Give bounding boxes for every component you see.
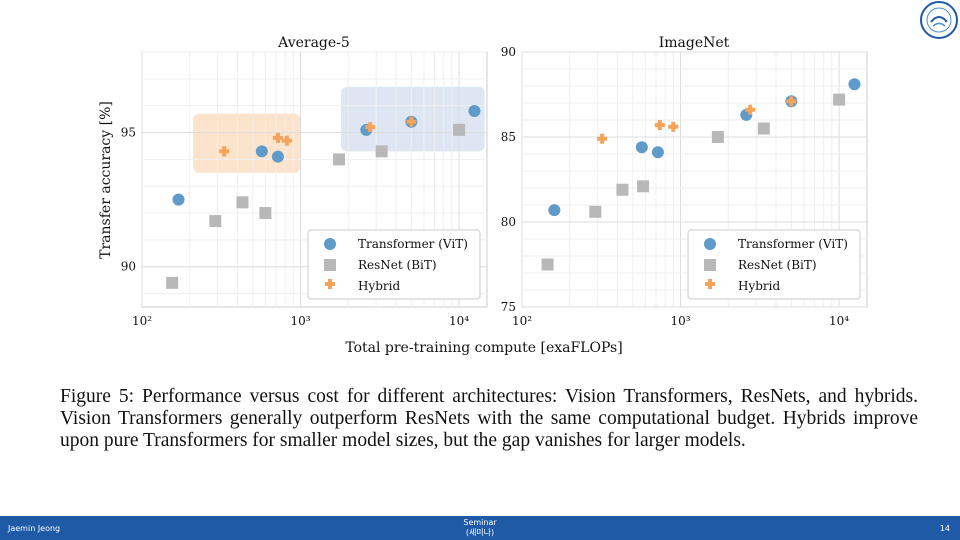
legend-label-hybrid: Hybrid xyxy=(358,279,401,293)
point-hybrid xyxy=(219,146,230,157)
highlight-region-0 xyxy=(193,113,301,173)
point-hybrid xyxy=(668,121,679,132)
y-tick-label: 85 xyxy=(501,130,516,144)
legend-label-vit: Transformer (ViT) xyxy=(358,237,468,251)
x-tick-label: 10⁴ xyxy=(829,314,849,328)
point-vit xyxy=(468,105,481,118)
point-bit xyxy=(541,258,554,271)
point-vit xyxy=(635,141,648,154)
average5-plot: Average-5 Transfer accuracy [%] 90 95 10² 1… xyxy=(98,35,488,328)
x-tick-label: 10² xyxy=(132,314,152,328)
x-tick-label: 10³ xyxy=(670,314,690,328)
x-tick-label: 10³ xyxy=(290,314,310,328)
point-hybrid xyxy=(745,104,756,115)
point-bit xyxy=(589,205,602,218)
legend-label-vit: Transformer (ViT) xyxy=(738,237,848,251)
point-hybrid xyxy=(365,122,376,133)
figure-caption: Figure 5: Performance versus cost for di… xyxy=(60,386,918,451)
point-hybrid xyxy=(597,133,608,144)
footer-title: Seminar (세미나) xyxy=(430,518,530,538)
y-tick-label: 75 xyxy=(501,300,516,314)
point-bit xyxy=(453,123,466,136)
legend-marker-bit xyxy=(704,259,716,271)
point-hybrid xyxy=(281,135,292,146)
footer-author: Jaemin Jeong xyxy=(8,524,61,533)
legend-marker-vit xyxy=(324,238,336,250)
legend-marker-hybrid xyxy=(705,279,715,289)
average5-title: Average-5 xyxy=(277,35,350,51)
legend-marker-hybrid xyxy=(325,279,335,289)
x-tick-label: 10⁴ xyxy=(449,314,469,328)
point-vit xyxy=(848,78,861,91)
y-tick-label: 80 xyxy=(501,215,516,229)
point-hybrid xyxy=(406,116,417,127)
footer-title-line2: (세미나) xyxy=(465,528,495,537)
shared-xlabel: Total pre-training compute [exaFLOPs] xyxy=(345,340,622,356)
average5-legend: Transformer (ViT) ResNet (BiT) Hybrid xyxy=(307,229,481,300)
slide-footer: Jaemin Jeong Seminar (세미나) 14 xyxy=(0,516,960,540)
imagenet-legend: Transformer (ViT) ResNet (BiT) Hybrid xyxy=(687,229,861,300)
legend-marker-vit xyxy=(704,238,716,250)
point-vit xyxy=(548,204,561,217)
imagenet-title: ImageNet xyxy=(659,35,730,51)
legend-box xyxy=(687,229,861,300)
average5-ylabel: Transfer accuracy [%] xyxy=(98,101,114,259)
point-bit xyxy=(757,122,770,135)
point-bit xyxy=(236,196,249,209)
point-hybrid xyxy=(654,120,665,131)
point-bit xyxy=(333,153,346,166)
point-bit xyxy=(711,131,724,143)
point-vit xyxy=(651,146,664,159)
point-hybrid xyxy=(272,132,283,143)
point-vit xyxy=(271,150,284,163)
point-vit xyxy=(255,145,268,158)
point-hybrid xyxy=(786,96,797,107)
point-bit xyxy=(375,145,388,158)
legend-label-bit: ResNet (BiT) xyxy=(358,258,437,272)
legend-box xyxy=(307,229,481,300)
legend-label-hybrid: Hybrid xyxy=(738,279,781,293)
footer-title-line1: Seminar xyxy=(463,518,497,527)
y-tick-label: 90 xyxy=(121,260,136,274)
point-bit xyxy=(616,183,629,196)
y-tick-label: 90 xyxy=(501,45,516,59)
point-bit xyxy=(209,215,222,228)
x-tick-label: 10² xyxy=(512,314,532,328)
footer-page-number: 14 xyxy=(939,524,950,533)
point-bit xyxy=(637,180,650,193)
legend-label-bit: ResNet (BiT) xyxy=(738,258,817,272)
y-tick-label: 95 xyxy=(121,126,136,140)
imagenet-plot: ImageNet 75 80 85 90 10² 10³ 10⁴ Transformer (… xyxy=(501,35,868,328)
point-bit xyxy=(166,276,179,289)
point-bit xyxy=(259,207,272,220)
point-bit xyxy=(833,93,846,106)
university-seal-icon xyxy=(920,1,958,39)
legend-marker-bit xyxy=(324,259,336,271)
point-vit xyxy=(172,193,185,206)
